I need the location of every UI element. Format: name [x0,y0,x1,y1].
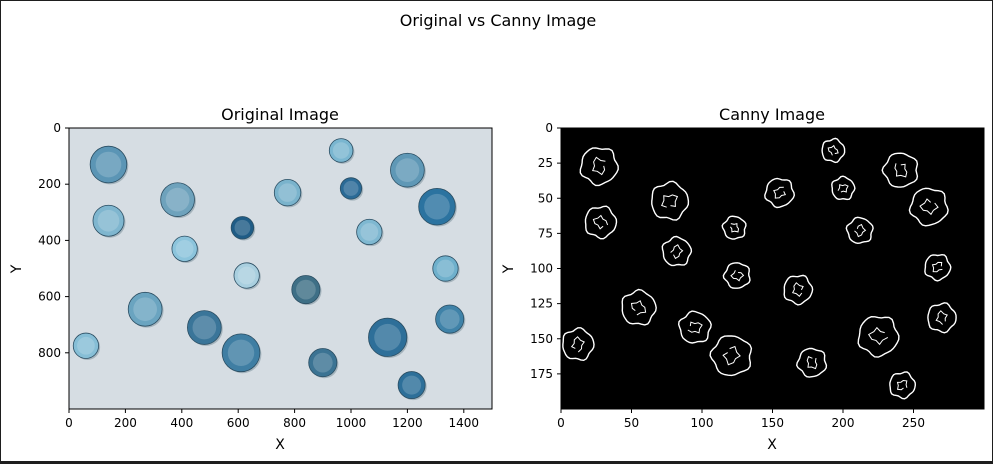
coin-face [133,297,157,321]
coin-face [440,309,460,329]
original-x-ticks: 0 200 400 600 800 1000 1200 1400 [65,409,479,430]
canny-image-title: Canny Image [719,105,825,124]
figure-suptitle: Original vs Canny Image [400,11,597,30]
coin-face [96,152,122,178]
coin-face [193,316,217,340]
original-y-axis-label: Y [9,264,25,274]
canny-y-axis-label: Y [501,264,517,274]
original-x-axis-label: X [275,437,285,453]
canny-y-tick-label: 75 [538,226,553,240]
original-x-tick-label: 600 [227,416,250,430]
canny-x-ticks: 0 50 100 150 200 250 [557,409,925,430]
original-x-tick-label: 400 [170,416,193,430]
original-y-tick-label: 200 [38,177,61,191]
coin-face [396,158,420,182]
canny-x-tick-label: 50 [624,416,639,430]
original-x-tick-label: 800 [283,416,306,430]
original-y-tick-label: 600 [38,290,61,304]
coin-face [166,188,190,212]
coin-face [437,260,455,278]
canny-image-background [561,128,984,409]
original-y-ticks: 0 200 400 600 800 [38,121,69,360]
original-x-tick-label: 0 [65,416,73,430]
coin-face [228,340,254,366]
canny-x-tick-label: 0 [557,416,565,430]
canny-x-tick-label: 150 [761,416,784,430]
canny-y-tick-label: 175 [530,367,553,381]
coin-face [402,376,421,395]
coin-face [374,324,401,351]
original-y-tick-label: 800 [38,346,61,360]
canny-y-tick-label: 25 [538,156,553,170]
canny-y-tick-label: 0 [545,121,553,135]
coin-face [343,181,358,196]
canny-y-tick-label: 100 [530,262,553,276]
canny-x-axis-label: X [767,437,777,453]
original-image-title: Original Image [221,105,339,124]
canny-image-subplot: Canny Image 0 50 100 150 200 250 0 25 50 75 100 12… [501,105,984,453]
coin-face [98,210,120,232]
coin-face [313,353,333,373]
coin-face [278,183,297,202]
original-x-tick-label: 1200 [392,416,423,430]
coin-face [296,280,316,300]
canny-y-tick-label: 125 [530,297,553,311]
original-x-tick-label: 1400 [449,416,480,430]
original-y-tick-label: 0 [53,121,61,135]
coin-face [238,267,256,285]
original-image-subplot: Original Image 0 200 400 600 800 1000 1200 1400… [9,105,492,453]
original-x-tick-label: 1000 [336,416,367,430]
coin-face [235,220,251,236]
coin-face [77,337,95,355]
canny-y-ticks: 0 25 50 75 100 125 150 175 [530,121,561,381]
canny-y-tick-label: 50 [538,191,553,205]
canny-x-tick-label: 200 [832,416,855,430]
coin-face [333,142,350,159]
canny-y-tick-label: 150 [530,332,553,346]
canny-x-tick-label: 250 [902,416,925,430]
coin-face [360,223,378,241]
coin-face [176,240,194,258]
original-y-tick-label: 400 [38,233,61,247]
original-x-tick-label: 200 [114,416,137,430]
canny-x-tick-label: 100 [691,416,714,430]
coin-face [424,194,450,220]
original-image-background [69,128,492,409]
